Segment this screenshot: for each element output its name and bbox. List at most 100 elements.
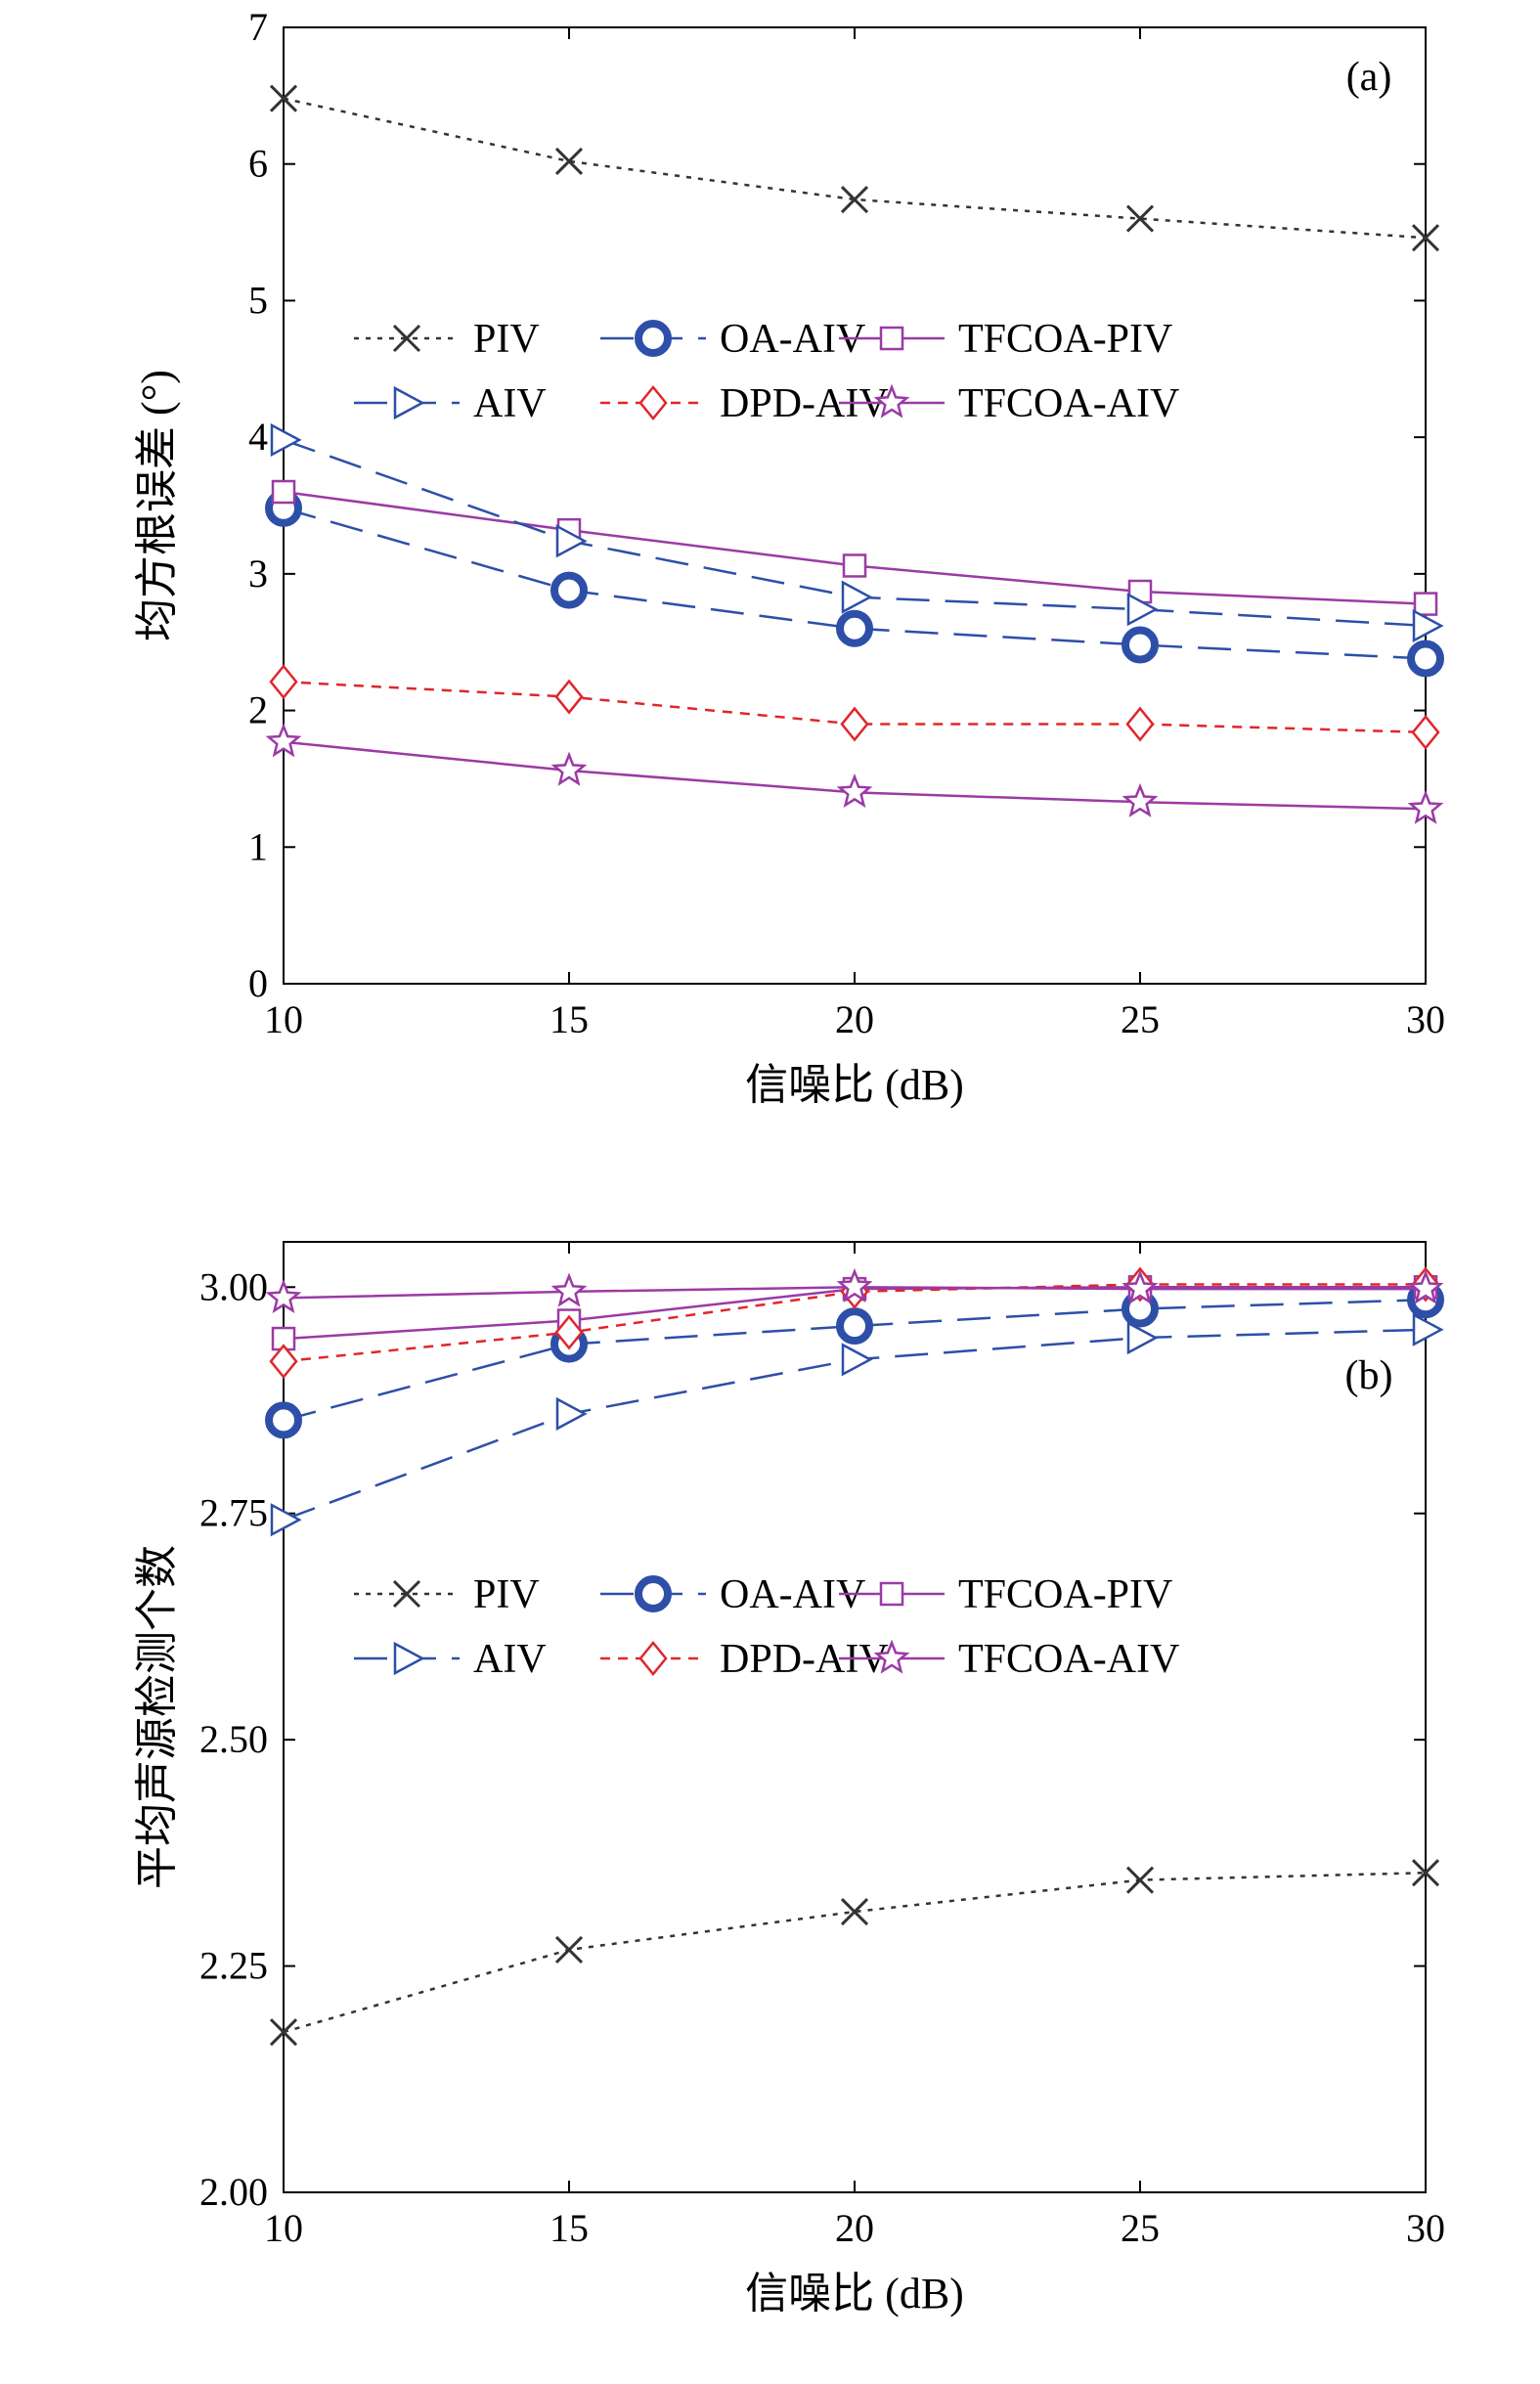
marker-star-3	[1122, 1269, 1159, 1304]
marker-x-0	[269, 84, 298, 112]
y-axis-label: 平均声源检测个数	[133, 1545, 181, 1889]
series-oa-aiv	[265, 489, 1444, 678]
marker-star-0	[265, 1279, 302, 1314]
series-aiv	[270, 422, 1444, 643]
marker-diamond-0	[269, 664, 298, 700]
y-tick-label: 1	[248, 824, 268, 868]
x-tick-label: 15	[550, 2206, 589, 2250]
series-line-dpd-aiv	[283, 1283, 1426, 1363]
marker-triangle-0	[270, 1503, 302, 1537]
legend-label: TFCOA-AIV	[958, 381, 1179, 426]
marker-x-2	[840, 185, 869, 214]
legend-label: AIV	[473, 381, 547, 426]
legend-label: PIV	[473, 1572, 540, 1617]
marker-diamond-3	[1125, 706, 1155, 742]
marker-star-2	[836, 773, 873, 809]
marker-circle-1	[550, 571, 588, 609]
series-line-piv	[283, 97, 1427, 240]
plot-frame	[283, 1241, 1427, 2193]
x-tick-label: 20	[835, 2206, 874, 2250]
y-tick-label: 2.00	[199, 2170, 268, 2214]
plot-frame	[283, 26, 1427, 985]
series-tfcoa-aiv	[265, 1267, 1444, 1314]
legend-item-tfcoa-piv: TFCOA-PIV	[839, 1572, 1172, 1617]
marker-square-legend	[879, 1581, 904, 1607]
marker-star-4	[1407, 789, 1444, 824]
legend-item-tfcoa-aiv: TFCOA-AIV	[839, 1637, 1179, 1682]
legend-item-oa-aiv: OA-AIV	[600, 317, 865, 362]
y-tick-label: 6	[248, 142, 268, 186]
marker-diamond-1	[554, 1314, 584, 1350]
y-tick-label: 2.25	[199, 1944, 268, 1988]
y-tick-label: 2	[248, 688, 268, 732]
marker-circle-2	[836, 1307, 873, 1346]
legend-item-piv: PIV	[354, 1572, 540, 1617]
legend-item-aiv: AIV	[354, 1637, 547, 1682]
y-tick-label: 2.75	[199, 1491, 268, 1535]
marker-triangle-2	[841, 1343, 873, 1377]
x-axis-label: 信噪比 (dB)	[745, 1061, 964, 1109]
series-line-oa-aiv	[283, 507, 1427, 660]
marker-square-legend	[879, 326, 904, 351]
marker-triangle-0	[270, 422, 302, 458]
legend-item-piv: PIV	[354, 317, 540, 362]
y-tick-label: 5	[248, 278, 268, 322]
y-tick-label: 2.50	[199, 1717, 268, 1761]
marker-circle-0	[265, 1401, 302, 1439]
series-tfcoa-aiv	[265, 723, 1444, 824]
marker-circle-legend	[635, 1575, 672, 1612]
marker-diamond-legend	[638, 385, 668, 420]
marker-diamond-2	[840, 706, 869, 742]
marker-star-0	[265, 723, 302, 758]
x-tick-label: 10	[264, 997, 303, 1041]
marker-diamond-legend	[638, 1641, 668, 1676]
series-piv	[269, 84, 1440, 252]
marker-x-4	[1411, 1859, 1440, 1887]
marker-circle-2	[836, 609, 873, 647]
marker-triangle-3	[1126, 1321, 1159, 1355]
panel-label: (a)	[1346, 55, 1392, 100]
marker-x-2	[840, 1897, 869, 1926]
legend-item-tfcoa-aiv: TFCOA-AIV	[839, 381, 1179, 426]
marker-star-4	[1407, 1269, 1444, 1304]
y-axis-label: 均方根误差 (°)	[133, 370, 181, 641]
series-oa-aiv	[265, 1281, 1444, 1439]
panel-a-rmse-chart: 10 15 20 25 30 0 1 2 3 4 5 6 7 信噪比 (dB) 均方根误差 (°) (a) PI…	[133, 5, 1445, 1109]
marker-diamond-4	[1411, 714, 1440, 750]
marker-circle-4	[1407, 640, 1444, 678]
marker-x-0	[269, 2018, 298, 2047]
marker-x-4	[1411, 224, 1440, 252]
legend-label: TFCOA-PIV	[958, 1572, 1172, 1617]
legend-label: AIV	[473, 1637, 547, 1682]
series-aiv	[270, 1312, 1444, 1537]
x-tick-label: 30	[1406, 997, 1445, 1041]
marker-x-3	[1125, 204, 1155, 233]
panel-b-detection-count-chart: 10 15 20 25 30 2.00 2.25 2.50 2.75 3.00 信噪比 (dB) 平均…	[133, 1241, 1445, 2318]
y-tick-label: 3.00	[199, 1264, 268, 1308]
x-tick-label: 30	[1406, 2206, 1445, 2250]
marker-star-1	[550, 751, 588, 786]
marker-triangle-legend	[393, 385, 425, 420]
y-tick-label: 3	[248, 552, 268, 596]
legend-item-tfcoa-piv: TFCOA-PIV	[839, 317, 1172, 362]
marker-triangle-4	[1412, 608, 1444, 643]
marker-x-3	[1125, 1866, 1155, 1894]
legend-label: TFCOA-AIV	[958, 1637, 1179, 1682]
x-tick-label: 25	[1121, 2206, 1160, 2250]
marker-diamond-1	[554, 679, 584, 715]
series-dpd-aiv	[269, 664, 1440, 750]
marker-star-2	[836, 1267, 873, 1302]
marker-triangle-3	[1126, 593, 1159, 627]
marker-circle-legend	[635, 320, 672, 357]
marker-star-legend	[873, 383, 910, 419]
series-line-piv	[283, 1871, 1427, 2034]
marker-x-legend	[392, 324, 421, 353]
marker-x-1	[554, 147, 584, 175]
marker-x-legend	[392, 1579, 421, 1609]
legend-label: TFCOA-PIV	[958, 317, 1172, 362]
y-tick-label: 0	[248, 961, 268, 1005]
marker-star-1	[550, 1272, 588, 1307]
marker-star-legend	[873, 1639, 910, 1674]
